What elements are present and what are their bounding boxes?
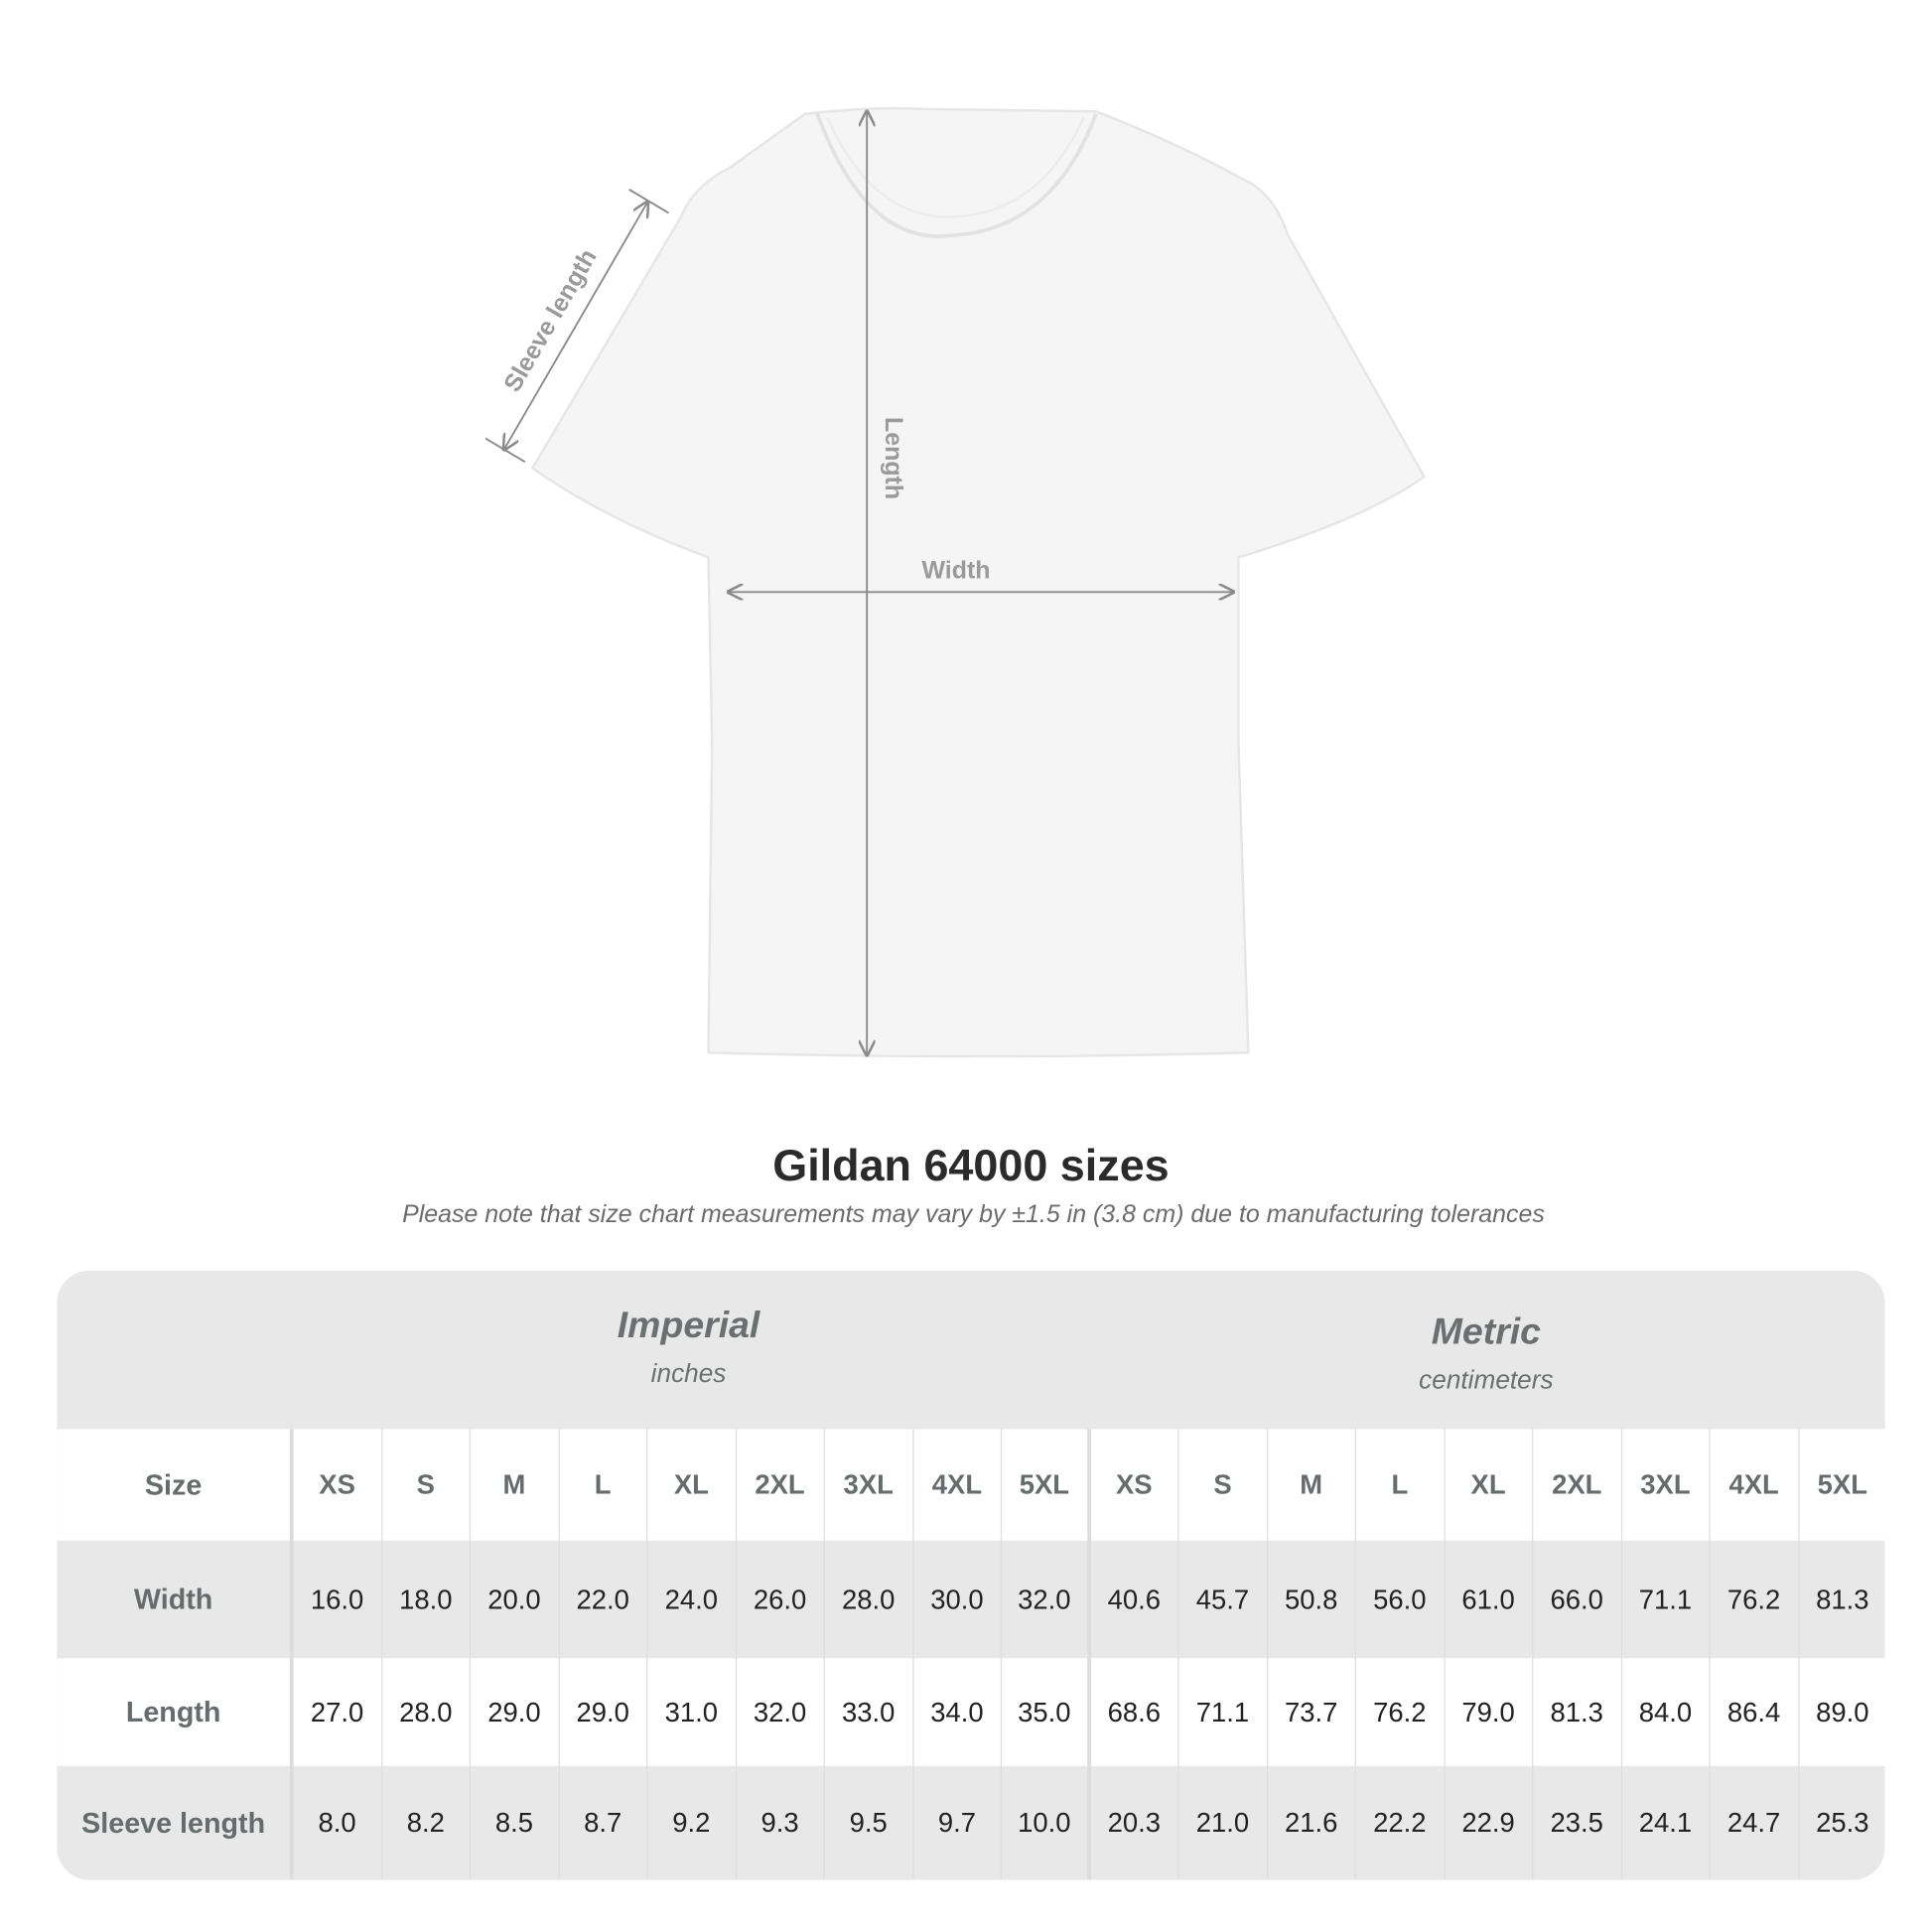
size-header: L xyxy=(559,1429,648,1541)
table-cell: 25.3 xyxy=(1799,1766,1885,1880)
table-cell: 29.0 xyxy=(471,1658,560,1766)
table-cell: 71.1 xyxy=(1179,1658,1268,1766)
width-label: Width xyxy=(921,557,990,585)
table-cell: 27.0 xyxy=(294,1658,382,1766)
sleeve-length-label: Sleeve length xyxy=(498,244,603,396)
imperial-header: Imperial inches xyxy=(290,1306,1087,1464)
size-table: Imperial inches Metric centimeters Size X… xyxy=(57,1270,1885,1880)
table-cell: 24.1 xyxy=(1621,1765,1711,1880)
table-cell: 9.5 xyxy=(825,1765,913,1880)
table-cell: 81.3 xyxy=(1799,1541,1885,1659)
imperial-label: Imperial xyxy=(617,1305,760,1346)
table-cell: 23.5 xyxy=(1533,1765,1622,1880)
table-cell: 66.0 xyxy=(1533,1540,1622,1659)
size-header-row: Size XS S M L XL 2XL 3XL 4XL 5XL XS S M L XL 2XL 3XL 4XL 5… xyxy=(57,1429,1885,1541)
table-cell: 9.7 xyxy=(913,1765,1003,1880)
row-label: Sleeve length xyxy=(57,1765,294,1880)
table-cell: 8.2 xyxy=(382,1765,472,1880)
size-header: M xyxy=(471,1429,560,1541)
size-header: XL xyxy=(1445,1429,1534,1541)
size-header: 2XL xyxy=(737,1429,825,1541)
size-header: S xyxy=(1179,1429,1268,1541)
table-cell: 20.0 xyxy=(471,1540,560,1659)
tshirt-shape xyxy=(530,106,1427,1058)
table-cell: 76.2 xyxy=(1356,1658,1446,1766)
tshirt-diagram: Sleeve length Length Width xyxy=(484,106,1427,1058)
table-cell: 28.0 xyxy=(825,1540,913,1659)
table-row: Width 16.0 18.0 20.0 22.0 24.0 26.0 28.0 30.0 32.… xyxy=(57,1540,1885,1659)
table-cell: 31.0 xyxy=(647,1658,737,1766)
table-cell: 33.0 xyxy=(825,1658,913,1766)
size-header: 3XL xyxy=(1621,1429,1711,1541)
table-cell: 21.6 xyxy=(1268,1765,1356,1880)
size-header: XS xyxy=(294,1429,382,1541)
table-cell: 16.0 xyxy=(294,1540,382,1659)
size-header: 4XL xyxy=(1711,1429,1799,1541)
size-label: Size xyxy=(57,1429,294,1541)
length-label: Length xyxy=(880,417,907,499)
table-cell: 76.2 xyxy=(1711,1540,1799,1659)
size-header: 2XL xyxy=(1533,1429,1622,1541)
table-cell: 50.8 xyxy=(1268,1540,1356,1659)
size-header: S xyxy=(382,1429,472,1541)
table-cell: 34.0 xyxy=(913,1658,1003,1766)
row-label: Width xyxy=(57,1540,294,1659)
table-cell: 20.3 xyxy=(1090,1765,1179,1880)
table-cell: 22.2 xyxy=(1356,1765,1446,1880)
table-cell: 22.0 xyxy=(559,1540,648,1659)
imperial-unit: inches xyxy=(650,1359,727,1389)
table-cell: 21.0 xyxy=(1179,1765,1268,1880)
size-header: L xyxy=(1356,1429,1446,1541)
size-header: 4XL xyxy=(913,1429,1003,1541)
table-cell: 26.0 xyxy=(737,1540,825,1659)
row-label: Length xyxy=(57,1658,294,1766)
table-cell: 86.4 xyxy=(1711,1658,1799,1766)
tolerance-note: Please note that size chart measurements… xyxy=(402,1200,1545,1229)
table-cell: 24.0 xyxy=(647,1540,737,1659)
table-cell: 24.7 xyxy=(1711,1765,1799,1880)
metric-header: Metric centimeters xyxy=(1087,1311,1884,1470)
metric-unit: centimeters xyxy=(1419,1365,1554,1395)
table-cell: 18.0 xyxy=(382,1540,472,1659)
size-header: XS xyxy=(1090,1429,1179,1541)
table-cell: 29.0 xyxy=(559,1658,648,1766)
table-cell: 9.2 xyxy=(647,1765,737,1880)
table-cell: 73.7 xyxy=(1268,1658,1356,1766)
size-header: 5XL xyxy=(1799,1429,1885,1540)
table-cell: 35.0 xyxy=(1002,1658,1091,1766)
table-cell: 45.7 xyxy=(1179,1540,1268,1659)
size-header: 5XL xyxy=(1002,1429,1091,1541)
table-cell: 84.0 xyxy=(1621,1658,1711,1766)
table-cell: 30.0 xyxy=(913,1540,1003,1659)
table-cell: 68.6 xyxy=(1090,1658,1179,1766)
page-title: Gildan 64000 sizes xyxy=(772,1139,1170,1190)
table-cell: 56.0 xyxy=(1356,1540,1446,1659)
table-cell: 32.0 xyxy=(737,1658,825,1766)
table-row: Length 27.0 28.0 29.0 29.0 31.0 32.0 33.0 34.0 35… xyxy=(57,1658,1885,1766)
table-cell: 8.5 xyxy=(471,1765,560,1880)
metric-label: Metric xyxy=(1431,1311,1541,1353)
table-cell: 40.6 xyxy=(1090,1540,1179,1659)
table-cell: 89.0 xyxy=(1799,1658,1885,1766)
table-cell: 81.3 xyxy=(1533,1658,1622,1766)
table-cell: 10.0 xyxy=(1002,1765,1091,1880)
table-cell: 32.0 xyxy=(1002,1540,1091,1659)
size-header: M xyxy=(1268,1429,1356,1541)
sleeve-arrow xyxy=(504,202,648,449)
table-cell: 61.0 xyxy=(1445,1540,1534,1659)
table-cell: 8.7 xyxy=(559,1765,648,1880)
table-cell: 79.0 xyxy=(1445,1658,1534,1766)
table-cell: 9.3 xyxy=(737,1765,825,1880)
collar xyxy=(815,113,1098,238)
table-cell: 28.0 xyxy=(382,1658,472,1766)
table-cell: 8.0 xyxy=(294,1765,382,1880)
size-header: 3XL xyxy=(825,1429,913,1541)
table-cell: 71.1 xyxy=(1621,1540,1711,1659)
table-row: Sleeve length 8.0 8.2 8.5 8.7 9.2 9.3 9.5 9.7 10.… xyxy=(57,1765,1885,1880)
size-header: XL xyxy=(647,1429,737,1541)
table-cell: 22.9 xyxy=(1445,1765,1534,1880)
